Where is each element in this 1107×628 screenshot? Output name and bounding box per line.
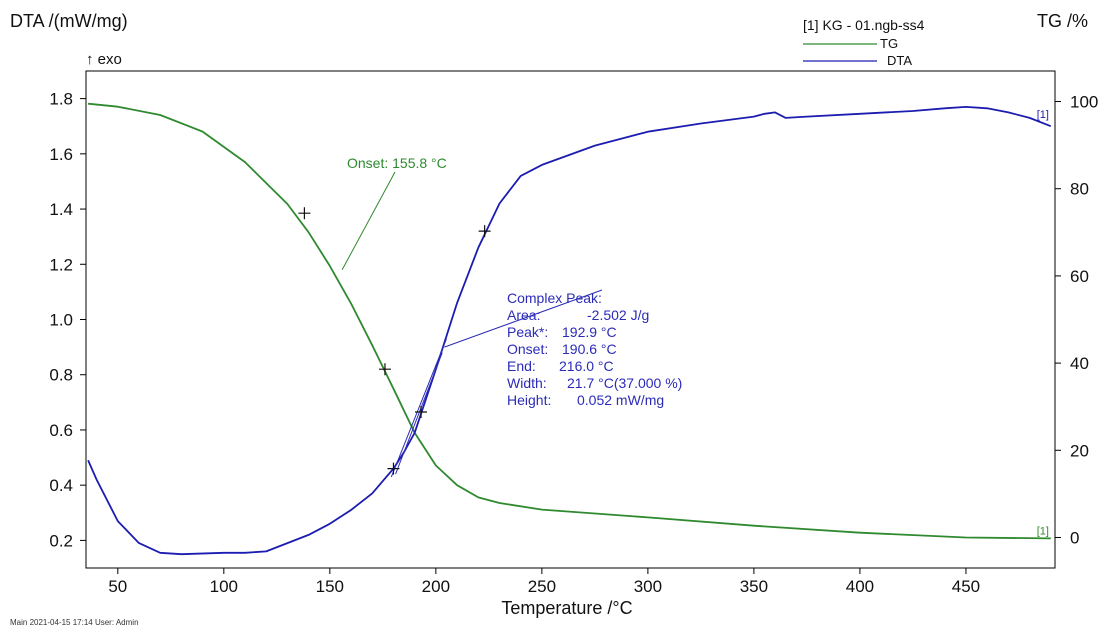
y-right-tick-label: 0 <box>1070 528 1079 547</box>
dta-end-label: [1] <box>1037 109 1049 121</box>
y-right-tick-label: 80 <box>1070 180 1089 199</box>
peak-width-value: 21.7 °C(37.000 %) <box>567 375 682 391</box>
y-left-tick-label: 0.2 <box>49 531 73 550</box>
y-left-tick-label: 1.0 <box>49 311 73 330</box>
dta-curve <box>87 106 1052 556</box>
annotation-layer: Onset: 155.8 °C Complex Peak: Area: -2.5… <box>298 155 682 478</box>
x-axis-label: Temperature /°C <box>501 598 632 618</box>
y-left-tick-label: 0.4 <box>49 476 73 495</box>
dta-peak-leader <box>444 289 603 348</box>
plot-area <box>85 70 1056 569</box>
peak-onset-value: 190.6 °C <box>562 341 617 357</box>
y-left-tick-label: 0.6 <box>49 421 73 440</box>
axis-ticks: 50 100 150 200 250 300 350 400 4500.20.40.60.81.… <box>49 90 1098 596</box>
y-right-tick-label: 20 <box>1070 441 1089 460</box>
x-tick-label: 250 <box>528 577 556 596</box>
dta-peak-annotation: Complex Peak: Area: -2.502 J/g Peak*: 19… <box>507 290 682 408</box>
legend-dta-label: DTA <box>887 53 912 68</box>
y-left-axis-label: DTA /(mW/mg) <box>10 11 128 31</box>
y-right-tick-label: 60 <box>1070 267 1089 286</box>
x-tick-label: 400 <box>846 577 874 596</box>
y-left-tick-label: 0.8 <box>49 366 73 385</box>
y-left-tick-label: 1.4 <box>49 200 73 219</box>
cross-marker <box>378 363 391 376</box>
cross-marker <box>387 462 400 475</box>
peak-height-value: 0.052 mW/mg <box>577 392 664 408</box>
peak-onset-key: Onset: <box>507 341 548 357</box>
y-left-tick-label: 1.6 <box>49 145 73 164</box>
legend: [1] KG - 01.ngb-ss4 TG DTA <box>803 17 925 68</box>
tg-onset-leader <box>341 171 396 271</box>
x-tick-label: 50 <box>108 577 127 596</box>
peak-title: Complex Peak: <box>507 290 602 306</box>
footer-info: Main 2021-04-15 17:14 User: Admin <box>10 618 139 627</box>
y-left-tick-label: 1.2 <box>49 255 73 274</box>
x-tick-label: 350 <box>740 577 768 596</box>
y-right-tick-label: 40 <box>1070 354 1089 373</box>
tg-onset-label: Onset: 155.8 °C <box>347 155 447 171</box>
peak-height-key: Height: <box>507 392 551 408</box>
exo-direction-label: ↑ exo <box>86 51 122 68</box>
tg-curve <box>88 102 1051 540</box>
x-tick-label: 450 <box>952 577 980 596</box>
cross-marker <box>298 207 311 220</box>
cross-marker <box>415 405 428 418</box>
tg-end-label: [1] <box>1037 525 1049 537</box>
series-layer: [1] [1] <box>87 102 1052 556</box>
legend-title: [1] KG - 01.ngb-ss4 <box>803 17 925 33</box>
y-right-axis-label: TG /% <box>1037 11 1088 31</box>
y-right-tick-label: 100 <box>1070 93 1098 112</box>
legend-tg-label: TG <box>880 36 898 51</box>
dta-tangent-line <box>395 352 443 475</box>
peak-width-key: Width: <box>507 375 547 391</box>
x-tick-label: 100 <box>210 577 238 596</box>
x-tick-label: 200 <box>422 577 450 596</box>
x-tick-label: 300 <box>634 577 662 596</box>
x-tick-label: 150 <box>316 577 344 596</box>
peak-area-key: Area: <box>507 307 540 323</box>
peak-end-value: 216.0 °C <box>559 358 614 374</box>
cross-marker <box>478 225 491 238</box>
peak-peak-value: 192.9 °C <box>562 324 617 340</box>
peak-area-value: -2.502 J/g <box>587 307 649 323</box>
y-left-tick-label: 1.8 <box>49 90 73 109</box>
peak-peak-key: Peak*: <box>507 324 548 340</box>
dta-tangent-line <box>390 338 447 478</box>
peak-end-key: End: <box>507 358 536 374</box>
